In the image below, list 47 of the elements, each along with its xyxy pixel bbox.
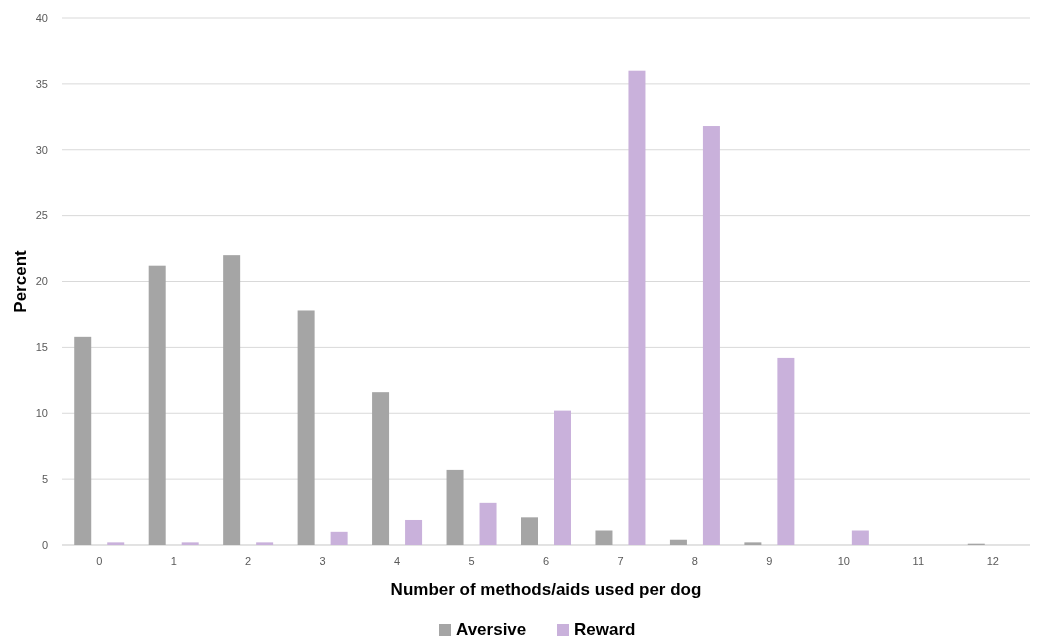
bar [595,530,613,545]
bar [628,70,646,545]
x-tick-label: 5 [468,555,475,567]
bar [702,126,720,545]
bar [330,531,348,545]
x-tick-label: 8 [691,555,698,567]
bar [744,542,762,545]
x-axis-title: Number of methods/aids used per dog [390,580,702,599]
x-tick-label: 10 [837,555,850,567]
x-tick-label: 12 [986,555,999,567]
bar [181,542,199,545]
bar [405,519,423,545]
bar [107,542,125,545]
x-tick-label: 7 [617,555,624,567]
x-tick-label: 11 [912,555,925,567]
y-axis-title: Percent [11,249,30,313]
y-tick-label: 25 [35,209,48,222]
y-tick-label: 0 [41,538,48,551]
legend-label: Aversive [456,620,527,639]
bar [297,310,315,545]
x-tick-label: 2 [245,555,252,567]
bar [372,392,390,545]
y-tick-label: 35 [35,77,48,90]
x-tick-label: 9 [766,555,773,567]
x-tick-label: 3 [319,555,326,567]
bar [669,539,687,545]
y-tick-label: 15 [35,341,48,354]
y-tick-label: 30 [35,143,48,156]
y-tick-label: 20 [35,275,48,288]
x-tick-label: 0 [96,555,103,567]
bar [851,530,869,545]
x-tick-label: 6 [542,555,550,567]
bar [74,336,92,545]
bar [554,410,571,545]
y-tick-label: 40 [35,11,48,24]
x-tick-label: 4 [394,555,401,567]
bar [148,265,166,545]
bar [256,542,274,545]
bar [223,255,241,545]
bar [521,517,538,545]
bar [446,469,464,545]
y-tick-label: 5 [41,472,48,485]
bar [479,502,497,545]
legend-label: Reward [574,620,636,639]
bar [777,357,795,545]
y-tick-label: 10 [35,407,48,420]
x-tick-label: 1 [170,555,177,567]
